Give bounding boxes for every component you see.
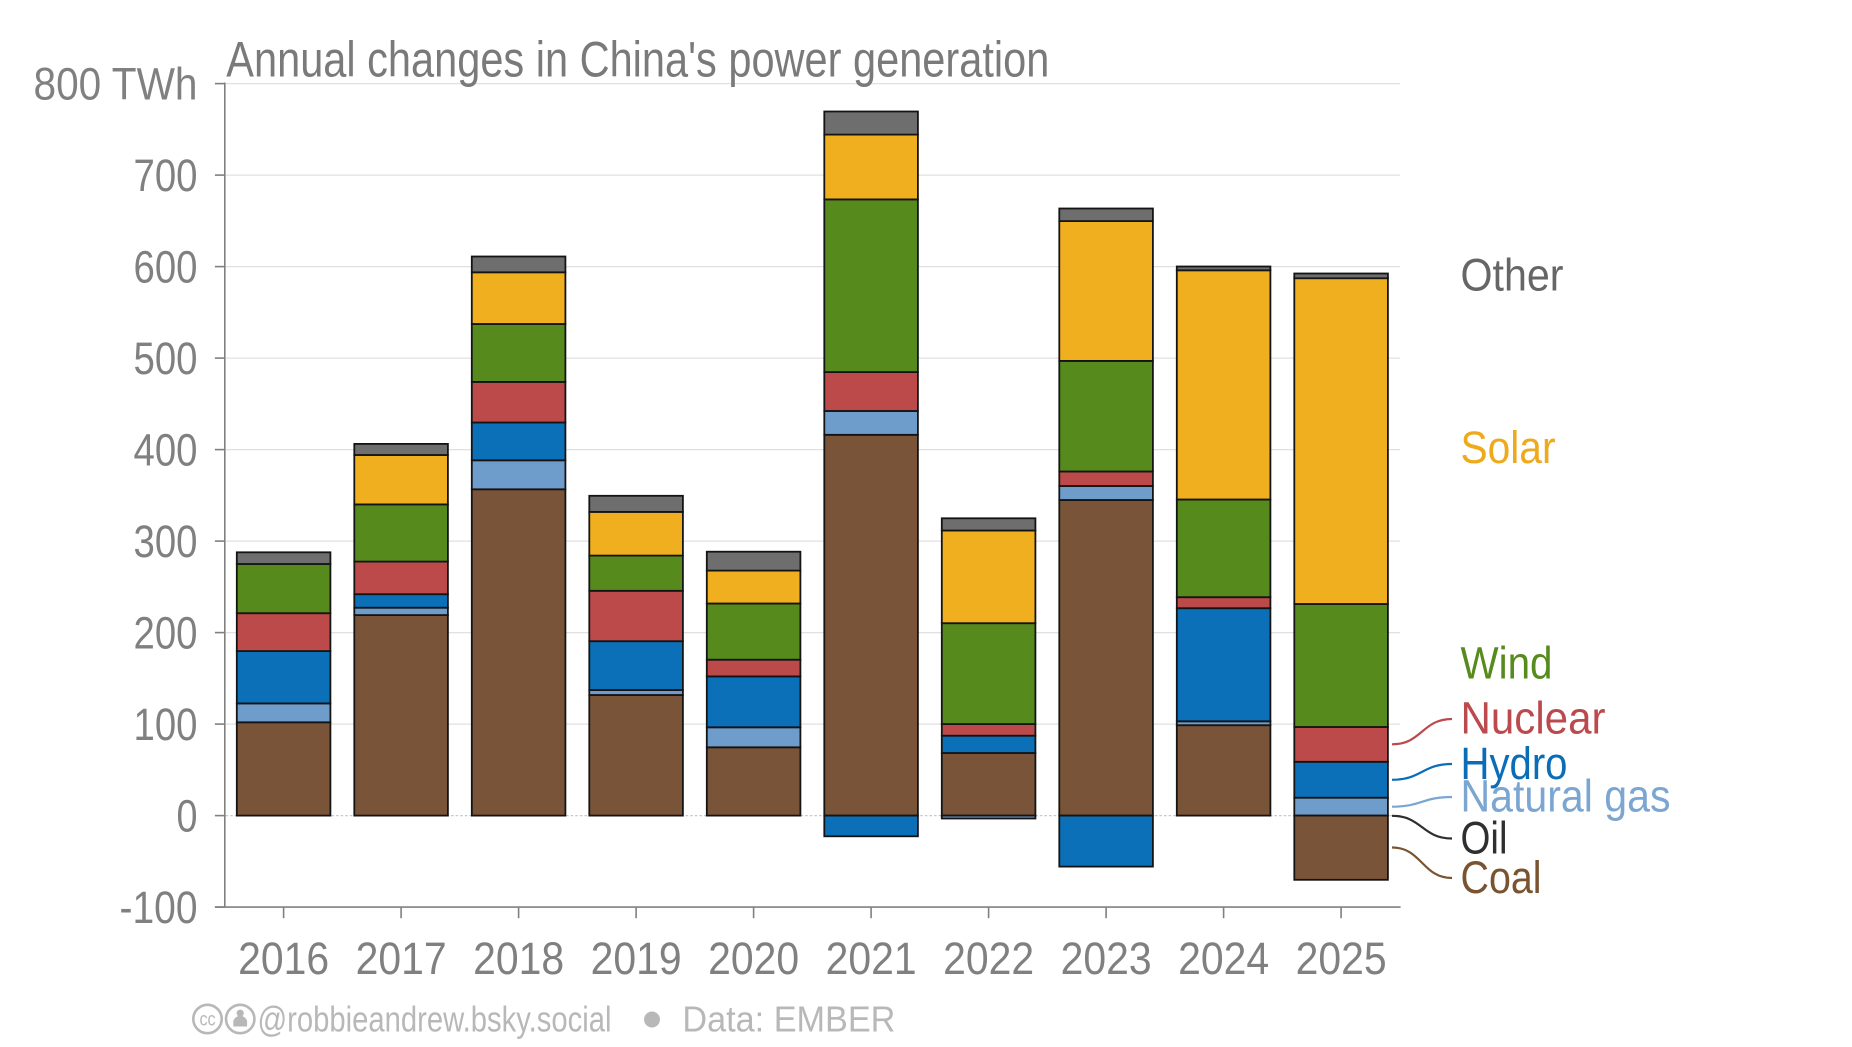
svg-text:Natural gas: Natural gas xyxy=(1461,771,1671,822)
svg-text:Oil: Oil xyxy=(1461,813,1508,864)
svg-text:2018: 2018 xyxy=(473,933,564,984)
svg-text:Hydro: Hydro xyxy=(1461,738,1568,789)
svg-text:Data: EMBER: Data: EMBER xyxy=(682,999,895,1040)
svg-text:300: 300 xyxy=(134,516,198,567)
svg-text:600: 600 xyxy=(134,241,198,292)
svg-text:@robbieandrew.bsky.social: @robbieandrew.bsky.social xyxy=(258,999,612,1040)
svg-text:Solar: Solar xyxy=(1461,422,1556,473)
svg-text:Nuclear: Nuclear xyxy=(1461,693,1606,744)
svg-text:Coal: Coal xyxy=(1461,852,1542,903)
svg-text:-100: -100 xyxy=(120,882,198,933)
svg-text:100: 100 xyxy=(134,699,198,750)
svg-text:500: 500 xyxy=(134,333,198,384)
svg-text:2016: 2016 xyxy=(238,933,329,984)
svg-text:2020: 2020 xyxy=(708,933,799,984)
svg-text:2023: 2023 xyxy=(1061,933,1152,984)
svg-text:Wind: Wind xyxy=(1461,638,1553,689)
svg-text:Annual changes in China's powe: Annual changes in China's power generati… xyxy=(226,31,1049,87)
svg-text:400: 400 xyxy=(134,424,198,475)
svg-text:800 TWh: 800 TWh xyxy=(34,58,198,109)
svg-text:700: 700 xyxy=(134,150,198,201)
svg-text:200: 200 xyxy=(134,607,198,658)
svg-text:0: 0 xyxy=(177,790,198,841)
svg-text:2019: 2019 xyxy=(591,933,682,984)
svg-text:2017: 2017 xyxy=(356,933,447,984)
svg-text:cc: cc xyxy=(200,1010,216,1031)
svg-text:Other: Other xyxy=(1461,250,1564,301)
svg-text:2024: 2024 xyxy=(1178,933,1269,984)
svg-text:2025: 2025 xyxy=(1296,933,1387,984)
svg-text:2021: 2021 xyxy=(826,933,917,984)
svg-text:2022: 2022 xyxy=(943,933,1034,984)
